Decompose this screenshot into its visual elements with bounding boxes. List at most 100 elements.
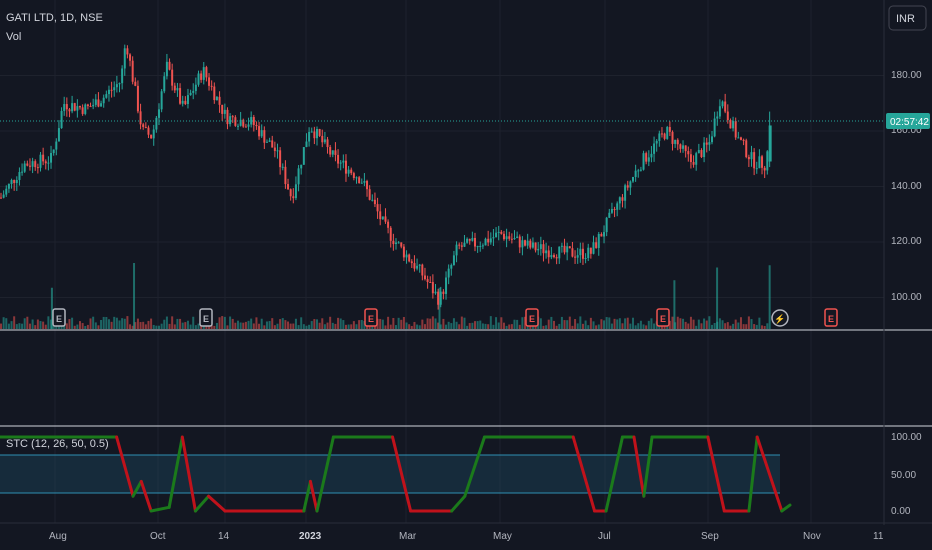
volume-bar (0, 323, 2, 329)
volume-bar (476, 321, 479, 329)
volume-bar (118, 320, 121, 329)
candle-body (363, 180, 366, 183)
stc-segment (780, 503, 792, 513)
volume-bar (692, 319, 695, 329)
candle-body (737, 137, 740, 139)
x-tick-aug: Aug (49, 531, 67, 542)
candle-body (350, 169, 353, 174)
volume-bar (595, 325, 598, 329)
volume-bar (300, 317, 303, 329)
candle-body (642, 153, 645, 170)
volume-bar (442, 318, 445, 329)
volume-bar (294, 318, 297, 329)
candle-body (547, 250, 550, 258)
volume-bar (608, 317, 611, 329)
candle-body (252, 117, 255, 125)
volume-bar (621, 323, 624, 329)
candle-body (97, 99, 100, 107)
candle-body (589, 247, 592, 254)
volume-bar (647, 320, 650, 329)
volume-bar (682, 318, 685, 329)
volume-bar (100, 319, 103, 329)
candle-body (358, 177, 361, 183)
volume-bar (379, 318, 382, 329)
volume-bar (545, 325, 548, 329)
volume-bar (458, 324, 461, 329)
candle-body (26, 163, 29, 166)
candle-body (150, 134, 153, 139)
stc-segment (463, 435, 487, 498)
volume-bar (134, 322, 137, 329)
candle-body (34, 161, 37, 168)
candle-body (39, 154, 42, 168)
candle-body (497, 231, 500, 233)
candle-body (537, 248, 540, 251)
candle-body (402, 246, 405, 258)
event-label: E (660, 314, 666, 324)
volume-bar (610, 323, 613, 329)
event-label: E (529, 314, 535, 324)
candle-body (276, 150, 279, 152)
candle-body (100, 103, 103, 107)
volume-bar (136, 318, 139, 329)
candle-body (608, 212, 611, 218)
volume-bar (426, 318, 429, 329)
candle-body (703, 142, 706, 158)
candle-body (165, 61, 168, 77)
candle-body (294, 184, 297, 199)
candle-body (234, 117, 237, 126)
candle-body (705, 142, 708, 145)
volume-bar (739, 317, 742, 329)
candle-body (113, 87, 116, 91)
volume-bar (181, 322, 184, 329)
candle-body (194, 84, 197, 91)
stc-segment (131, 479, 143, 498)
stc-segment (149, 505, 171, 513)
candle-body (518, 236, 521, 248)
candle-body (13, 179, 16, 184)
volume-bar (279, 319, 282, 329)
candle-body (510, 238, 513, 240)
candle-body (160, 91, 163, 110)
volume-bar (97, 325, 100, 329)
event-markers: E E E E E ⚡ E (52, 308, 838, 327)
volume-bar (734, 319, 737, 329)
event-label: E (368, 314, 374, 324)
volume-bar (197, 323, 200, 329)
x-tick-may: May (493, 531, 512, 542)
volume-bar (587, 325, 590, 329)
candle-body (713, 118, 716, 137)
candle-body (492, 237, 495, 239)
candle-body (400, 242, 403, 247)
candle-body (10, 179, 13, 184)
candle-body (81, 107, 84, 114)
stc-segment (642, 435, 654, 498)
x-tick-14: 14 (218, 531, 230, 542)
volume-bar (705, 320, 708, 329)
candle-body (331, 150, 334, 155)
candle-body (329, 147, 332, 155)
candle-body (500, 231, 503, 234)
candle-body (592, 242, 595, 254)
currency-button[interactable]: INR (888, 5, 927, 31)
candle-body (76, 106, 79, 111)
volume-bar (252, 323, 255, 329)
volume-bar (711, 324, 713, 329)
candle-body (666, 127, 669, 139)
volume-bar (223, 316, 226, 329)
volume-bar (68, 319, 71, 329)
candle-body (79, 106, 81, 108)
candle-body (734, 121, 737, 138)
candle-body (305, 141, 308, 148)
candle-body (260, 130, 263, 137)
price-tick-100: 100.00 (891, 292, 922, 303)
volume-bar (653, 323, 656, 329)
candle-body (423, 275, 426, 280)
volume-bar (726, 322, 729, 329)
candle-body (658, 133, 661, 141)
volume-bar (15, 324, 18, 329)
candle-body (326, 139, 329, 148)
volume-bar (408, 324, 411, 329)
volume-bar (676, 316, 679, 329)
